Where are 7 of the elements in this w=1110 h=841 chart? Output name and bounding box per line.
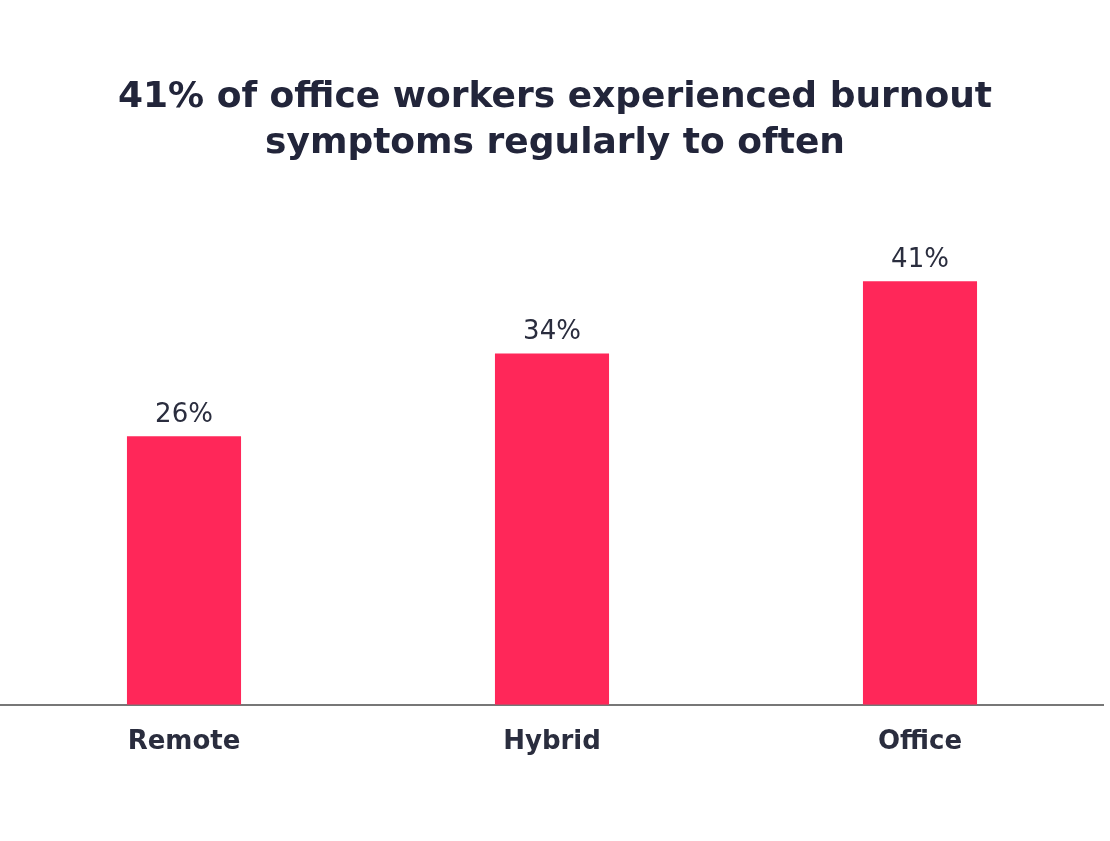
x-tick-label: Office [877,725,963,756]
chart-title: 41% of office workers experienced burnout symptoms regularly to often [117,73,993,163]
x-tick-label: Remote [127,725,241,756]
x-tick-label: Hybrid [503,725,601,756]
data-label: 26% [155,398,213,428]
data-label: 34% [523,315,581,346]
data-label: 41% [891,243,949,274]
